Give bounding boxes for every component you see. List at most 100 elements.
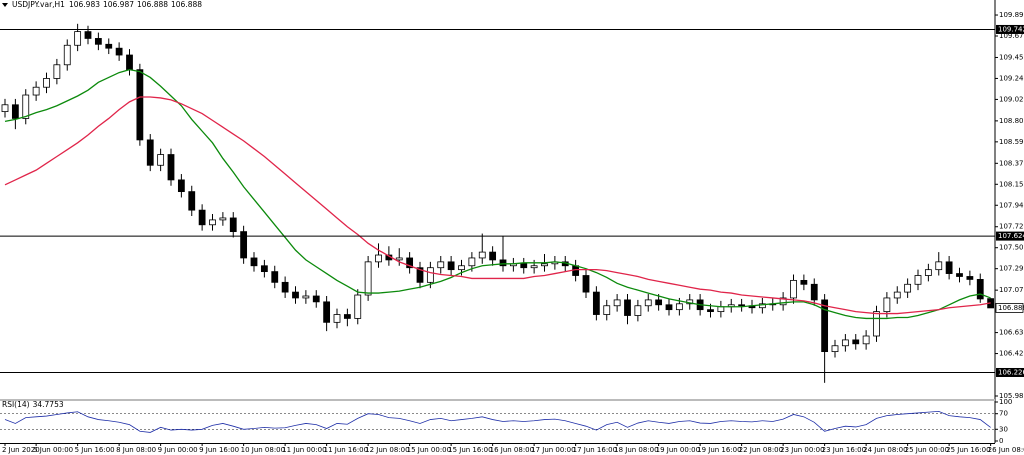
y-tick-label: 109.890 bbox=[999, 11, 1024, 19]
low-value: 106.888 bbox=[137, 0, 168, 9]
candle-body bbox=[976, 279, 984, 300]
x-tick-label: 11 Jun 16:00 bbox=[324, 446, 368, 454]
candle-body bbox=[250, 257, 258, 267]
x-tick-label: 2 Jun 2020 bbox=[2, 446, 40, 454]
candle-body bbox=[489, 251, 497, 261]
candle-body bbox=[644, 299, 652, 307]
candle-body bbox=[229, 217, 237, 233]
y-tick-label: 106.635 bbox=[999, 329, 1024, 337]
candle-body bbox=[260, 265, 268, 273]
y-tick-label: 107.290 bbox=[999, 265, 1024, 273]
rsi-plot bbox=[0, 410, 995, 433]
candle-body bbox=[904, 283, 912, 293]
candle-body bbox=[53, 64, 61, 79]
level-label-box bbox=[996, 24, 1024, 34]
candle-body bbox=[862, 335, 870, 345]
rsi-tick-label: 100 bbox=[999, 398, 1012, 406]
candle-body bbox=[105, 43, 113, 49]
price-label: 106.888 bbox=[998, 304, 1024, 312]
x-tick-label: 18 Jun 08:00 bbox=[614, 446, 658, 454]
candle-body bbox=[209, 219, 216, 226]
x-tick-label: 9 Jun 00:00 bbox=[158, 446, 198, 454]
candle-body bbox=[624, 299, 631, 316]
x-tick-label: 11 Jun 00:00 bbox=[282, 446, 326, 454]
panel-separator bbox=[0, 399, 995, 401]
rsi-tick-label: 70 bbox=[999, 410, 1008, 418]
candle-body bbox=[343, 314, 351, 319]
candle-body bbox=[603, 305, 611, 315]
candle-body bbox=[32, 86, 40, 96]
candle-body bbox=[11, 104, 19, 119]
candle-body bbox=[810, 283, 818, 301]
candle-body bbox=[821, 299, 829, 353]
y-tick-label: 106.420 bbox=[999, 350, 1024, 358]
candle-body bbox=[499, 259, 507, 267]
y-tick-label: 108.805 bbox=[999, 117, 1024, 125]
x-tick-label: 17 Jun 16:00 bbox=[573, 446, 617, 454]
candle-body bbox=[364, 261, 372, 296]
candle-body bbox=[94, 38, 102, 45]
candle-body bbox=[416, 267, 424, 283]
level-label: 109.742 bbox=[998, 25, 1024, 33]
x-tick-label: 17 Jun 00:00 bbox=[531, 446, 575, 454]
candle-body bbox=[292, 291, 299, 299]
x-tick-label: 25 Jun 00:00 bbox=[905, 446, 949, 454]
candle-body bbox=[966, 276, 974, 280]
candle-body bbox=[375, 254, 382, 263]
x-tick-label: 16 Jun 08:00 bbox=[490, 446, 534, 454]
rsi-name: RSI(14) bbox=[2, 400, 30, 409]
candle-body bbox=[717, 306, 725, 313]
y-tick-label: 108.590 bbox=[999, 138, 1024, 146]
candle-body bbox=[613, 299, 621, 307]
candle-body bbox=[655, 299, 663, 306]
x-tick-label: 8 Jun 08:00 bbox=[116, 446, 156, 454]
x-tick-label: 12 Jun 08:00 bbox=[365, 446, 409, 454]
candle-body bbox=[240, 231, 248, 259]
candle-body bbox=[74, 31, 82, 46]
menu-triangle[interactable] bbox=[2, 3, 8, 7]
price-label-box bbox=[995, 303, 1024, 313]
y-tick-label: 107.940 bbox=[999, 201, 1024, 209]
level-label-box bbox=[996, 231, 1024, 241]
candle-body bbox=[841, 339, 849, 347]
high-value: 106.987 bbox=[103, 0, 134, 9]
candle-body bbox=[198, 209, 206, 226]
moving-average-line bbox=[4, 96, 991, 315]
y-tick-label: 109.455 bbox=[999, 53, 1024, 61]
candle-body bbox=[63, 44, 71, 66]
candle-body bbox=[84, 31, 92, 39]
candle-body bbox=[665, 304, 673, 311]
candle-body bbox=[592, 291, 600, 315]
y-tick-label: 107.505 bbox=[999, 244, 1024, 252]
candle-body bbox=[790, 279, 797, 299]
candle-body bbox=[520, 263, 528, 269]
moving-average-line bbox=[4, 68, 991, 320]
candle-body bbox=[157, 154, 165, 166]
level-label: 106.226 bbox=[998, 368, 1024, 376]
y-tick-label: 109.240 bbox=[999, 74, 1024, 82]
candle-body bbox=[800, 279, 808, 285]
candle-body bbox=[541, 263, 548, 267]
candle-body bbox=[707, 309, 714, 313]
x-tick-label: 19 Jun 00:00 bbox=[656, 446, 700, 454]
candle-body bbox=[115, 47, 123, 56]
candle-body bbox=[333, 314, 341, 323]
candle-body bbox=[188, 191, 196, 211]
candle-body bbox=[177, 179, 185, 193]
candle-body bbox=[271, 271, 279, 283]
candle-body bbox=[22, 94, 30, 119]
candle-body bbox=[281, 281, 289, 293]
chart-header: USDJPY.var,H1 106.983 106.987 106.888 106.88… bbox=[12, 0, 202, 9]
axes: 109.890 109.675 109.455 109.240 109.025 108.8… bbox=[2, 11, 1024, 454]
candle-body bbox=[167, 154, 175, 181]
candle-body bbox=[312, 295, 320, 303]
x-tick-label: 25 Jun 16:00 bbox=[946, 446, 990, 454]
y-tick-label: 108.155 bbox=[999, 180, 1024, 188]
candle-body bbox=[354, 294, 362, 319]
candle-body bbox=[447, 261, 455, 271]
x-tick-label: 15 Jun 00:00 bbox=[407, 446, 451, 454]
candle-body bbox=[738, 304, 746, 307]
y-tick-label: 109.025 bbox=[999, 95, 1024, 103]
